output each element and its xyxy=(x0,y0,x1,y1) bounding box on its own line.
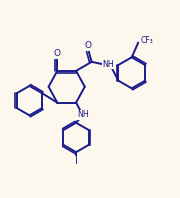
Text: O: O xyxy=(54,50,61,58)
Text: I: I xyxy=(75,156,78,166)
Text: CF₃: CF₃ xyxy=(140,36,153,45)
Text: NH: NH xyxy=(78,110,89,119)
Text: NH: NH xyxy=(102,60,114,69)
Text: O: O xyxy=(84,41,91,50)
